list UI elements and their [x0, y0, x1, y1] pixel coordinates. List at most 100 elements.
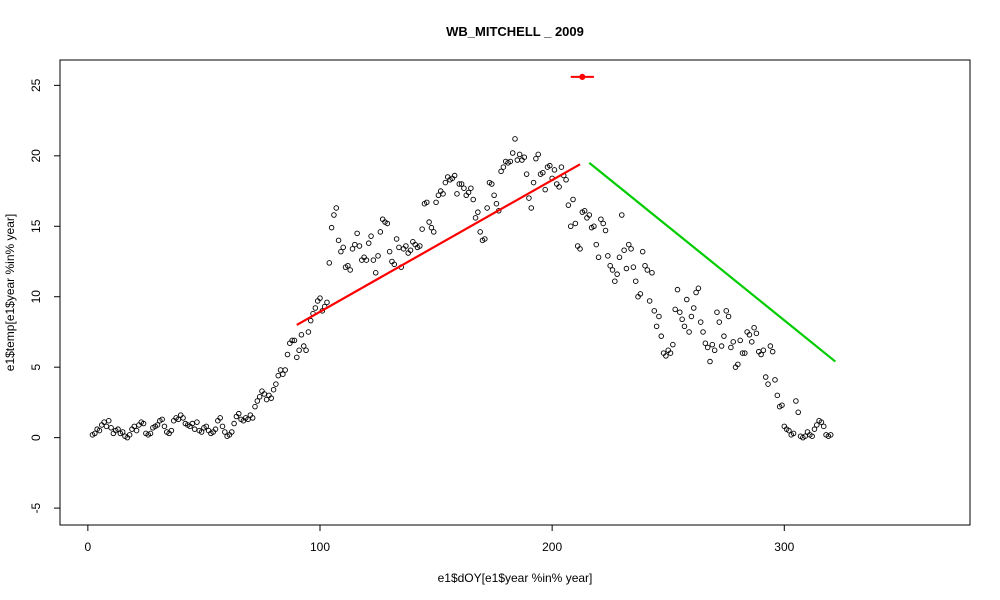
data-point [709, 341, 716, 348]
data-point [328, 224, 335, 231]
data-point [289, 337, 295, 344]
data-point [751, 324, 757, 331]
data-point [377, 229, 384, 235]
data-point [312, 305, 319, 311]
data-point [384, 220, 391, 227]
x-tick-label: 0 [85, 540, 92, 554]
data-point [769, 348, 776, 355]
data-point [500, 164, 507, 170]
data-point [284, 351, 291, 358]
data-point [472, 215, 479, 221]
data-point [92, 430, 98, 437]
data-point [375, 253, 381, 259]
data-point [417, 243, 423, 249]
data-point [301, 343, 307, 349]
data-point [338, 248, 344, 255]
data-point [542, 186, 548, 193]
data-point [222, 429, 228, 435]
data-point [586, 212, 593, 218]
y-tick-label: -5 [29, 502, 43, 513]
data-point [809, 433, 815, 439]
data-point [442, 179, 449, 186]
data-point [790, 430, 797, 437]
data-point [370, 257, 377, 263]
data-point [231, 420, 237, 427]
data-point [765, 381, 771, 387]
data-point [818, 419, 825, 425]
plot-frame [59, 59, 971, 526]
data-point [642, 262, 648, 269]
data-point [428, 224, 435, 231]
data-point [746, 332, 753, 338]
data-point [547, 162, 553, 169]
data-point [407, 247, 414, 253]
data-point [644, 267, 651, 273]
data-point [656, 313, 662, 320]
data-point [714, 309, 720, 315]
data-point [628, 246, 634, 252]
data-point [366, 240, 372, 246]
data-point [115, 426, 121, 432]
data-point [103, 423, 110, 430]
data-point [461, 185, 467, 191]
data-point [203, 423, 209, 430]
data-point [821, 423, 827, 430]
data-point [296, 347, 302, 354]
data-point [684, 296, 690, 303]
data-point [345, 262, 351, 269]
x-tick-label: 300 [774, 540, 794, 554]
x-tick-label: 200 [542, 540, 562, 554]
data-point [133, 427, 140, 434]
data-point [521, 154, 528, 160]
data-point [256, 394, 263, 400]
data-point [551, 167, 558, 173]
y-tick-label: 5 [29, 364, 43, 371]
data-point [507, 158, 514, 165]
data-point [681, 323, 688, 330]
data-point [686, 329, 692, 335]
data-point [558, 164, 565, 170]
data-point [252, 403, 258, 410]
data-point [693, 289, 699, 296]
data-point [651, 308, 658, 314]
data-point [440, 191, 446, 197]
data-point [540, 169, 546, 176]
data-point [530, 179, 537, 186]
data-point [298, 332, 305, 338]
data-point [159, 416, 165, 423]
data-point [161, 423, 168, 430]
y-axis-label: e1$temp[e1$year %in% year] [3, 214, 17, 371]
data-point [217, 415, 223, 421]
data-point [273, 381, 279, 387]
data-point [212, 426, 219, 432]
data-point [658, 333, 665, 339]
data-point [393, 236, 400, 242]
data-point [191, 426, 198, 432]
data-point [419, 226, 425, 232]
data-point [621, 247, 627, 253]
data-point [695, 285, 702, 292]
data-point [609, 267, 616, 273]
data-point [333, 205, 340, 211]
data-point [526, 195, 532, 201]
data-point [779, 402, 785, 408]
data-point [786, 427, 792, 434]
data-point [514, 157, 521, 163]
data-point [737, 337, 743, 344]
data-point [616, 254, 623, 261]
data-point [795, 409, 801, 416]
data-point [105, 417, 112, 424]
data-point [623, 265, 630, 272]
data-point [725, 313, 732, 320]
data-point [570, 196, 576, 203]
data-point [535, 151, 541, 158]
data-point [742, 350, 748, 356]
data-point [749, 339, 755, 345]
data-point [433, 199, 439, 206]
data-point [679, 316, 685, 323]
data-point [451, 172, 458, 179]
data-point [702, 340, 709, 346]
data-point [96, 427, 103, 434]
data-point [572, 220, 579, 227]
data-point [649, 270, 655, 276]
